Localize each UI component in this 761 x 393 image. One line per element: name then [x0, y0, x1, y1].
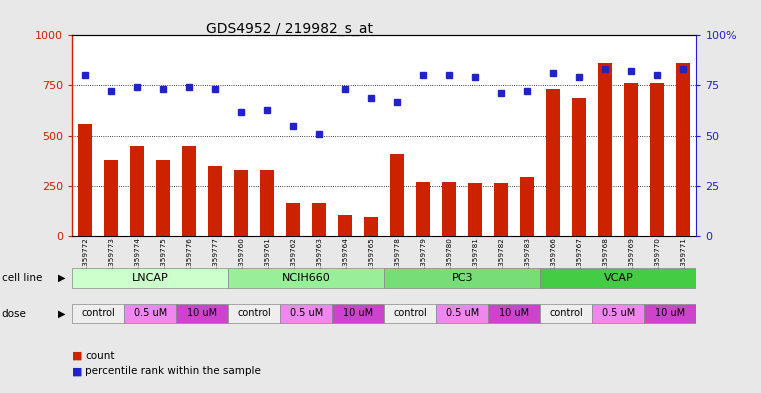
Bar	[442, 182, 457, 236]
Bar	[598, 63, 613, 236]
Bar	[312, 203, 326, 236]
Text: control: control	[237, 309, 271, 318]
Bar	[540, 268, 696, 288]
Bar	[182, 145, 196, 236]
Bar	[592, 304, 645, 323]
Bar	[645, 304, 696, 323]
Bar	[468, 183, 482, 236]
Bar	[650, 83, 664, 236]
Bar	[384, 268, 540, 288]
Bar	[333, 304, 384, 323]
Bar	[286, 203, 301, 236]
Text: count: count	[85, 351, 115, 361]
Text: 0.5 uM: 0.5 uM	[290, 309, 323, 318]
Text: control: control	[393, 309, 427, 318]
Bar	[677, 63, 690, 236]
Text: percentile rank within the sample: percentile rank within the sample	[85, 366, 261, 376]
Bar	[416, 182, 431, 236]
Text: 0.5 uM: 0.5 uM	[134, 309, 167, 318]
Text: ▶: ▶	[58, 273, 65, 283]
Bar	[177, 304, 228, 323]
Bar	[436, 304, 489, 323]
Bar	[104, 160, 119, 236]
Text: VCAP: VCAP	[603, 273, 633, 283]
Text: NCIH660: NCIH660	[282, 273, 331, 283]
Text: cell line: cell line	[2, 273, 42, 283]
Text: 0.5 uM: 0.5 uM	[446, 309, 479, 318]
Bar	[384, 304, 436, 323]
Bar	[494, 183, 508, 236]
Bar	[546, 90, 560, 236]
Bar	[540, 304, 592, 323]
Text: PC3: PC3	[451, 273, 473, 283]
Text: ■: ■	[72, 351, 83, 361]
Bar	[124, 304, 177, 323]
Text: control: control	[81, 309, 115, 318]
Text: 10 uM: 10 uM	[343, 309, 374, 318]
Bar	[156, 160, 170, 236]
Bar	[489, 304, 540, 323]
Bar	[234, 170, 248, 236]
Bar	[572, 97, 587, 236]
Text: dose: dose	[2, 309, 27, 319]
Bar	[624, 83, 638, 236]
Text: ▶: ▶	[58, 309, 65, 319]
Bar	[72, 268, 228, 288]
Text: GDS4952 / 219982_s_at: GDS4952 / 219982_s_at	[205, 22, 373, 36]
Bar	[521, 177, 534, 236]
Bar	[228, 268, 384, 288]
Bar	[390, 154, 404, 236]
Bar	[338, 215, 352, 236]
Text: 10 uM: 10 uM	[187, 309, 218, 318]
Bar	[365, 217, 378, 236]
Bar	[228, 304, 280, 323]
Text: LNCAP: LNCAP	[132, 273, 169, 283]
Bar	[130, 145, 145, 236]
Bar	[72, 304, 124, 323]
Text: ■: ■	[72, 366, 83, 376]
Text: 0.5 uM: 0.5 uM	[602, 309, 635, 318]
Bar	[260, 170, 275, 236]
Bar	[280, 304, 333, 323]
Text: control: control	[549, 309, 583, 318]
Text: 10 uM: 10 uM	[499, 309, 530, 318]
Text: 10 uM: 10 uM	[655, 309, 686, 318]
Bar	[209, 165, 222, 236]
Bar	[78, 123, 92, 236]
